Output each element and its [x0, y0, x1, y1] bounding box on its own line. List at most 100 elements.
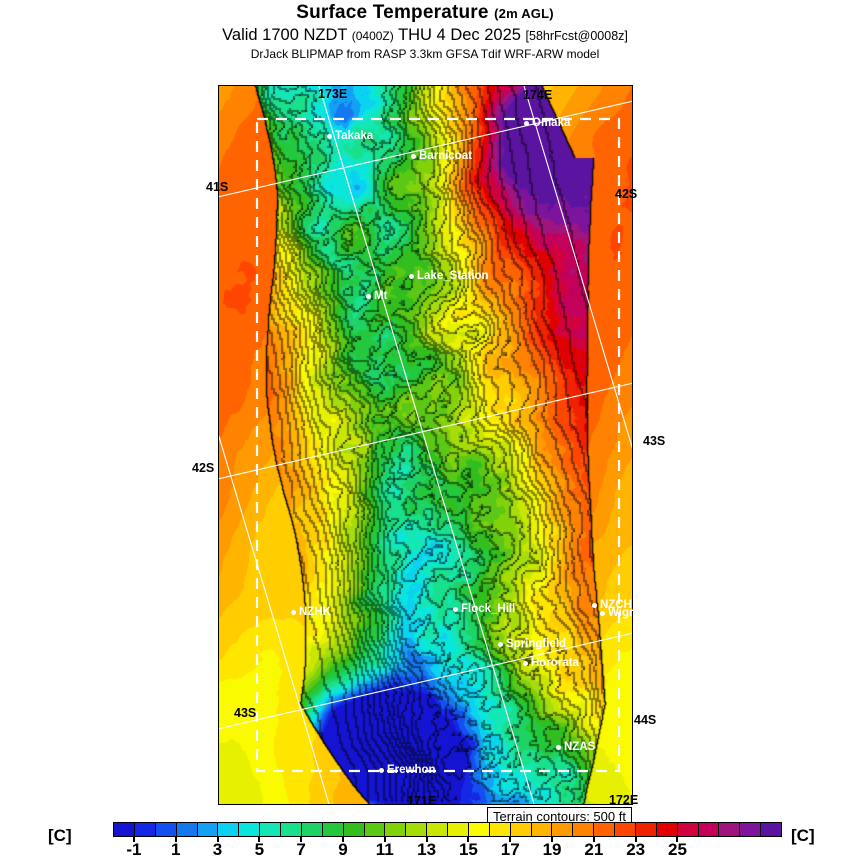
grid-label-42s: 42S [192, 461, 215, 475]
colorbar-tick [258, 837, 261, 842]
station-marker-lake_station[interactable]: Lake_Station [409, 270, 489, 283]
station-marker-mt[interactable]: Mt [366, 290, 388, 303]
colorbar-ticks [113, 837, 782, 843]
colorbar-swatch-10 [322, 823, 344, 836]
graticule-line [219, 382, 632, 480]
colorbar-swatch-18 [489, 823, 511, 836]
station-dot [327, 134, 332, 139]
grid-label-171e: 171E [407, 794, 437, 808]
station-dot [291, 610, 296, 615]
grid-label-42s: 42S [615, 187, 638, 201]
colorbar-tick-label: 15 [458, 840, 478, 859]
colorbar-swatches [113, 822, 782, 837]
valid-utc: (0400Z) [351, 29, 394, 43]
station-label: Lake_Station [417, 270, 489, 282]
colorbar-tick-label: 7 [296, 840, 306, 859]
graticule-line [523, 86, 632, 449]
station-dot [523, 661, 528, 666]
station-marker-hororata[interactable]: Hororata [523, 657, 579, 670]
station-marker-nzch[interactable]: NZCH [592, 599, 632, 612]
colorbar-tick [300, 837, 303, 842]
station-label: Mt [374, 290, 388, 302]
domain-boundary-rect [255, 117, 621, 773]
colorbar-swatch-25 [635, 823, 657, 836]
station-marker-omaka[interactable]: Omaka [524, 117, 571, 130]
colorbar-tick [425, 837, 428, 842]
colorbar-tick [341, 837, 344, 842]
station-dot [600, 611, 605, 616]
colorbar-swatch-30 [740, 823, 762, 836]
colorbar-tick-label: 5 [254, 840, 265, 859]
grid-label-41s: 41S [206, 180, 229, 194]
valid-prefix: Valid 1700 NZDT [222, 26, 348, 44]
station-marker-springfield[interactable]: Springfield [498, 638, 566, 651]
map-plot-area[interactable] [218, 85, 633, 805]
station-label: NZAS [564, 741, 596, 753]
colorbar-swatch-12 [364, 823, 386, 836]
colorbar-tick-labels: -1 1 3 5 7 9 11 13 15 17 19 21 23 25 [113, 840, 782, 860]
colorbar-swatch-22 [573, 823, 595, 836]
colorbar-swatch-24 [615, 823, 636, 836]
grid-label-172e: 172E [609, 793, 639, 807]
colorbar-swatch-1 [134, 823, 156, 836]
station-marker-flock_hill[interactable]: Flock_Hill [453, 603, 515, 616]
title-block: Surface Temperature (2m AGL) Valid 1700 … [0, 2, 850, 62]
valid-time-line: Valid 1700 NZDT (0400Z) THU 4 Dec 2025 [… [0, 25, 850, 47]
station-marker-takaka[interactable]: Takaka [327, 130, 373, 143]
colorbar-swatch-2 [155, 823, 177, 836]
colorbar: [C] [C] -1 1 3 5 7 9 11 13 15 17 19 21 23 25 [0, 820, 850, 860]
station-label: Omaka [532, 117, 571, 129]
station-marker-wigram[interactable]: Wigram [600, 607, 651, 620]
colorbar-swatch-28 [698, 823, 720, 836]
colorbar-tick [132, 837, 135, 842]
colorbar-swatch-4 [197, 823, 219, 836]
graticule-line [219, 632, 632, 730]
grid-label-173e: 173E [318, 87, 348, 101]
colorbar-swatch-29 [719, 823, 741, 836]
station-dot [409, 274, 414, 279]
colorbar-swatch-8 [281, 823, 302, 836]
station-marker-nzas[interactable]: NZAS [556, 741, 596, 754]
colorbar-swatch-21 [552, 823, 574, 836]
colorbar-tick-label: 23 [626, 840, 646, 859]
colorbar-swatch-14 [406, 823, 428, 836]
colorbar-swatch-15 [427, 823, 448, 836]
title-sub-text: (2m AGL) [494, 6, 554, 21]
station-dot [453, 607, 458, 612]
colorbar-swatch-27 [677, 823, 699, 836]
colorbar-tick [551, 837, 554, 842]
colorbar-tick-label: 21 [584, 840, 604, 859]
station-dot [592, 603, 597, 608]
graticule-line [318, 86, 535, 804]
grid-label-43s: 43S [643, 434, 666, 448]
colorbar-swatch-26 [656, 823, 678, 836]
graticule-line [219, 434, 330, 804]
colorbar-swatch-20 [531, 823, 553, 836]
station-marker-erewhon[interactable]: Erewhon [379, 764, 436, 777]
colorbar-tick [467, 837, 470, 842]
colorbar-swatch-3 [176, 823, 198, 836]
colorbar-tick-label: 17 [500, 840, 520, 859]
grid-label-43s: 43S [234, 706, 257, 720]
colorbar-swatch-31 [761, 823, 781, 836]
colorbar-tick [383, 837, 386, 842]
colorbar-swatch-16 [448, 823, 469, 836]
colorbar-tick-label: -1 [126, 840, 142, 859]
colorbar-swatch-11 [343, 823, 365, 836]
station-marker-barnicoat[interactable]: Barnicoat [411, 150, 472, 163]
map-overlay-vector [219, 86, 632, 804]
station-label: NZCH [600, 599, 632, 611]
station-label: Hororata [531, 657, 579, 669]
station-dot [498, 642, 503, 647]
station-dot [524, 121, 529, 126]
forecast-tag: [58hrFcst@0008z] [525, 29, 628, 43]
station-label: Wigram [608, 607, 651, 619]
colorbar-tick-label: 11 [375, 840, 394, 859]
graticule-line [219, 100, 632, 198]
colorbar-swatch-13 [385, 823, 407, 836]
colorbar-swatch-17 [468, 823, 490, 836]
colorbar-swatch-9 [301, 823, 323, 836]
colorbar-unit-left: [C] [48, 826, 72, 845]
station-dot [411, 154, 416, 159]
station-marker-nzhk[interactable]: NZHK [291, 606, 331, 619]
